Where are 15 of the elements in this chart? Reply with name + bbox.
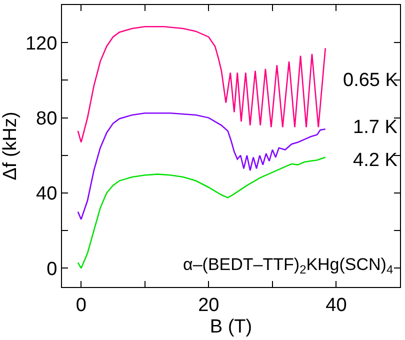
- series-label: 0.65 K: [343, 70, 398, 91]
- series-label: 4.2 K: [353, 150, 398, 171]
- x-tick-label: 0: [76, 294, 86, 316]
- x-axis-title: B (T): [210, 316, 252, 338]
- x-tick-label: 20: [198, 294, 220, 316]
- y-tick-label: 120: [25, 33, 58, 54]
- line-series: [77, 112, 326, 220]
- line-series: [77, 26, 326, 143]
- y-tick-label: 80: [36, 108, 58, 130]
- series-label: 1.7 K: [353, 117, 398, 138]
- y-tick-label: 0: [46, 258, 58, 280]
- x-tick-label: 40: [326, 294, 347, 316]
- y-tick-label: 40: [36, 184, 58, 205]
- annotation: α–(BEDT–TTF)$_{2}$KHg(SCN)$_{4}$: [183, 255, 394, 277]
- y-axis-title: Δf (kHz): [0, 112, 21, 180]
